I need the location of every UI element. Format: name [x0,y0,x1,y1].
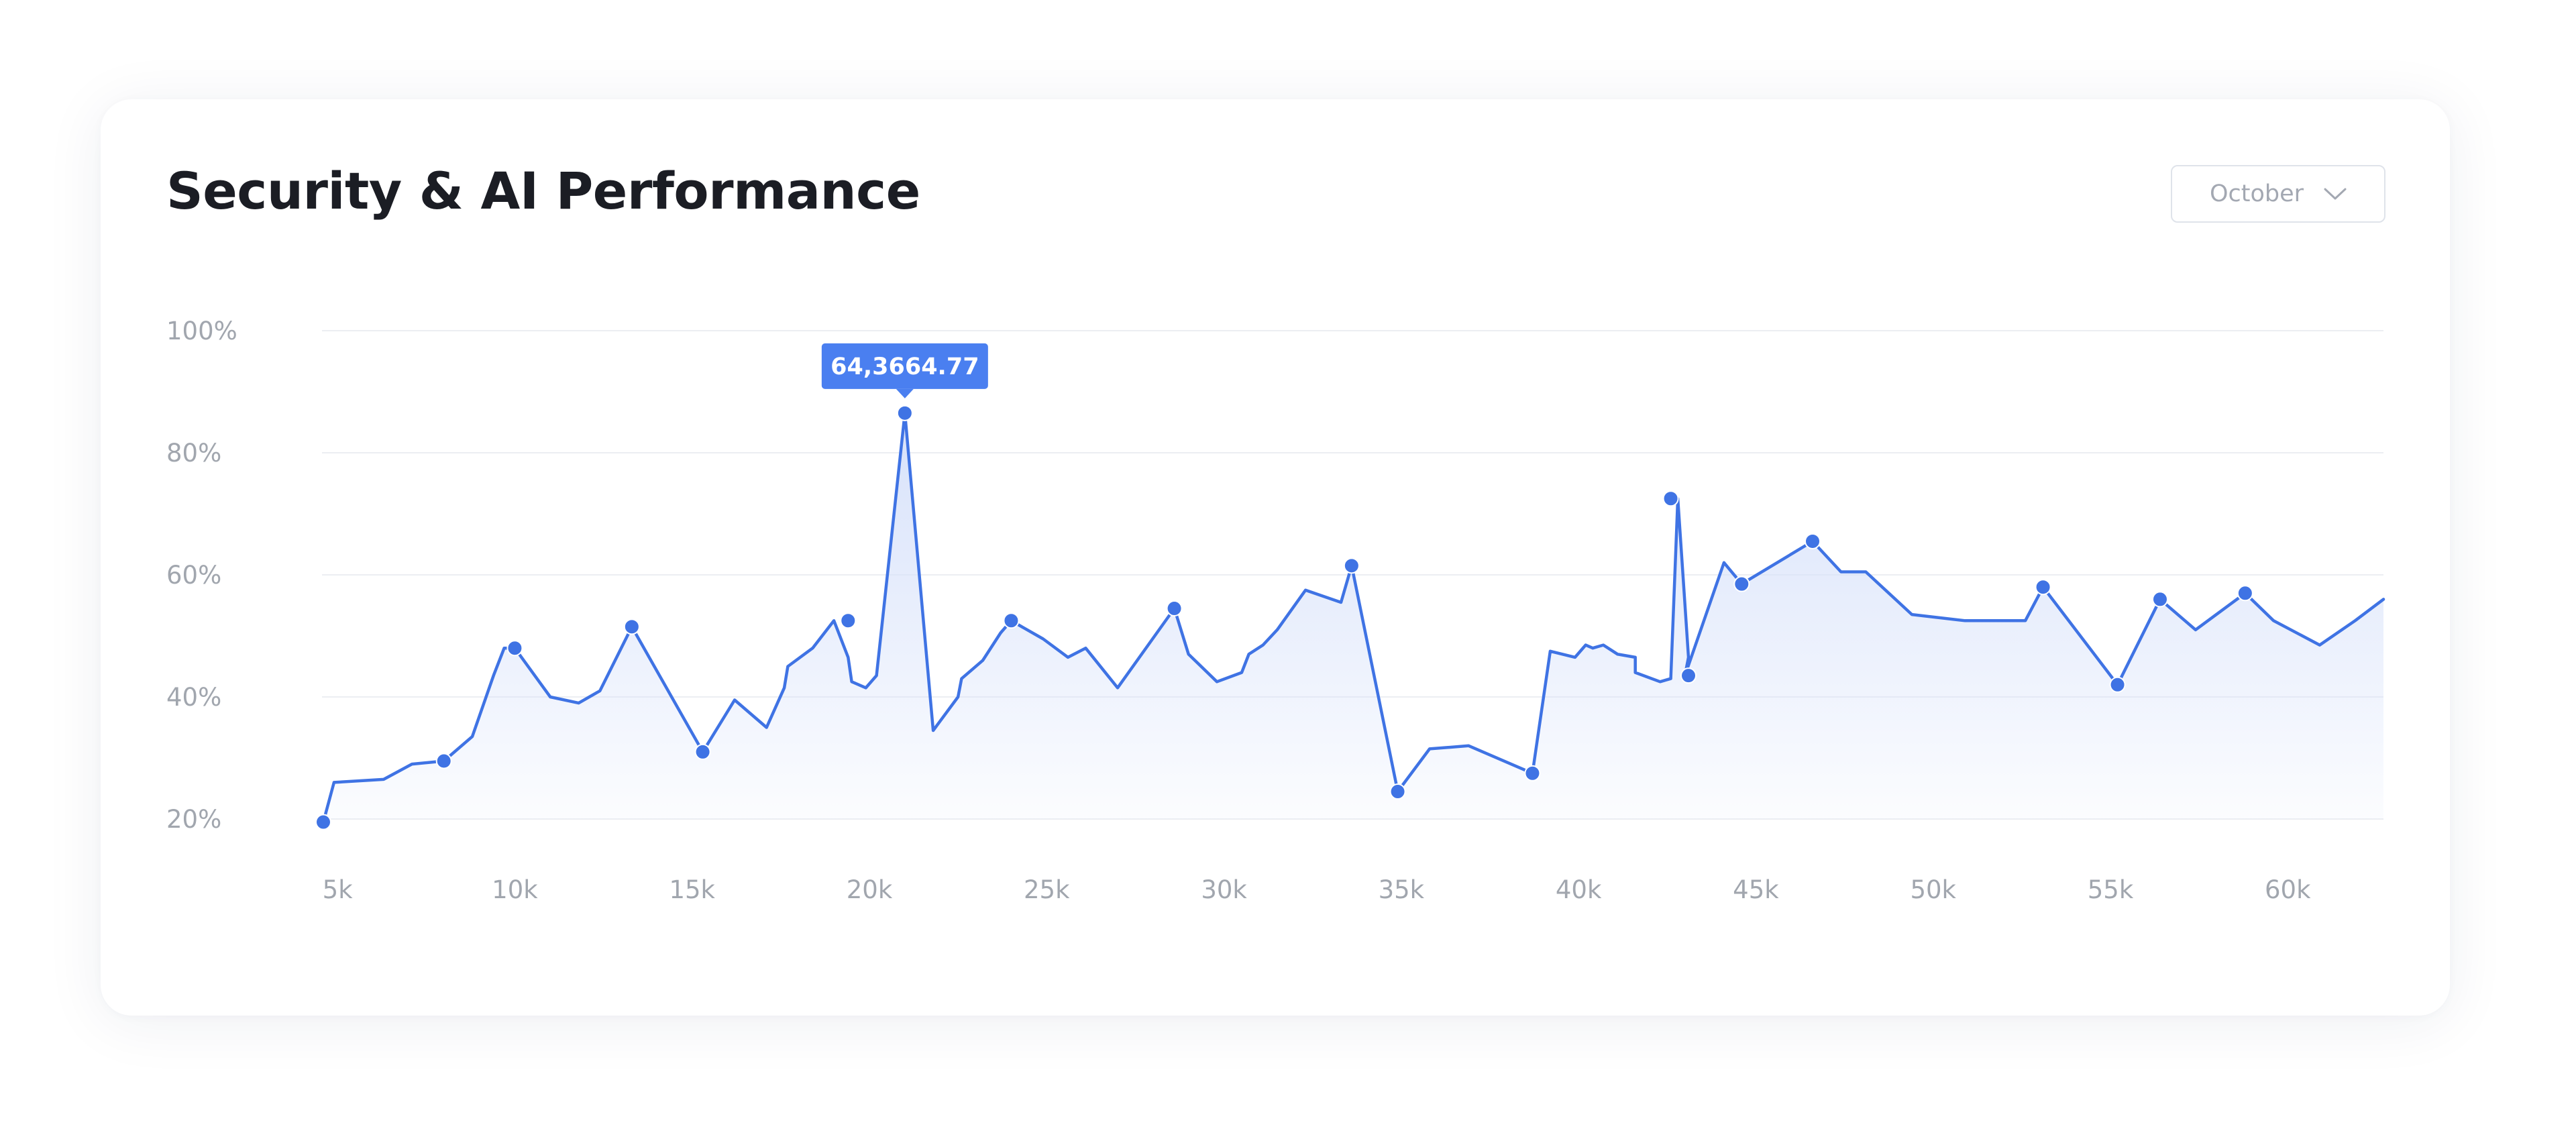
page-title: Security & AI Performance [166,161,920,221]
data-point-marker [1343,557,1360,574]
data-point-marker [1680,667,1697,684]
x-tick-label: 10k [492,875,538,904]
data-point-marker [623,618,640,635]
data-point-marker [1003,612,1020,629]
x-tick-label: 40k [1556,875,1602,904]
tooltip-pointer [896,388,914,398]
data-point-marker [896,404,913,421]
data-point-marker [1662,490,1679,507]
data-point-marker [315,814,331,830]
x-tick-label: 5k [323,875,354,904]
month-select-value: October [2209,180,2304,207]
data-point-marker [506,640,523,657]
y-tick-label: 100% [166,317,237,345]
x-tick-label: 20k [847,875,893,904]
x-tick-label: 50k [1910,875,1956,904]
value-tooltip: 64,3664.77 [821,343,988,398]
performance-chart: 20% 40% 60% 80% 100% 5k 10k 15k 20k 25k 30k 35k 40k 4… [166,317,2385,904]
data-point-marker [1733,576,1750,592]
data-point-marker [2035,579,2051,596]
x-tick-label: 55k [2088,875,2134,904]
data-point-marker [1166,600,1183,617]
x-tick-label: 15k [669,875,715,904]
tooltip-box [821,343,988,389]
y-tick-label: 20% [166,805,221,834]
data-point-marker [1524,765,1541,781]
y-tick-label: 60% [166,561,221,590]
x-tick-label: 25k [1024,875,1070,904]
data-point-marker [1805,533,1821,549]
data-point-marker [840,612,857,629]
data-point-marker [2109,676,2126,693]
chevron-down-icon [2324,188,2347,200]
data-point-marker [1389,783,1406,800]
y-tick-label: 80% [166,439,221,468]
x-tick-label: 60k [2265,875,2311,904]
x-tick-label: 30k [1201,875,1247,904]
performance-card: Security & AI Performance October 20% 40%… [101,99,2450,1016]
x-tick-label: 35k [1379,875,1425,904]
data-point-marker [2152,591,2168,608]
data-point-marker [694,743,711,760]
x-tick-label: 45k [1733,875,1779,904]
tooltip-text: 64,3664.77 [830,354,979,380]
y-tick-label: 40% [166,683,221,712]
series-area [323,413,2383,822]
data-point-marker [435,753,452,769]
data-point-marker [2237,585,2253,602]
month-select[interactable]: October [2171,165,2385,223]
